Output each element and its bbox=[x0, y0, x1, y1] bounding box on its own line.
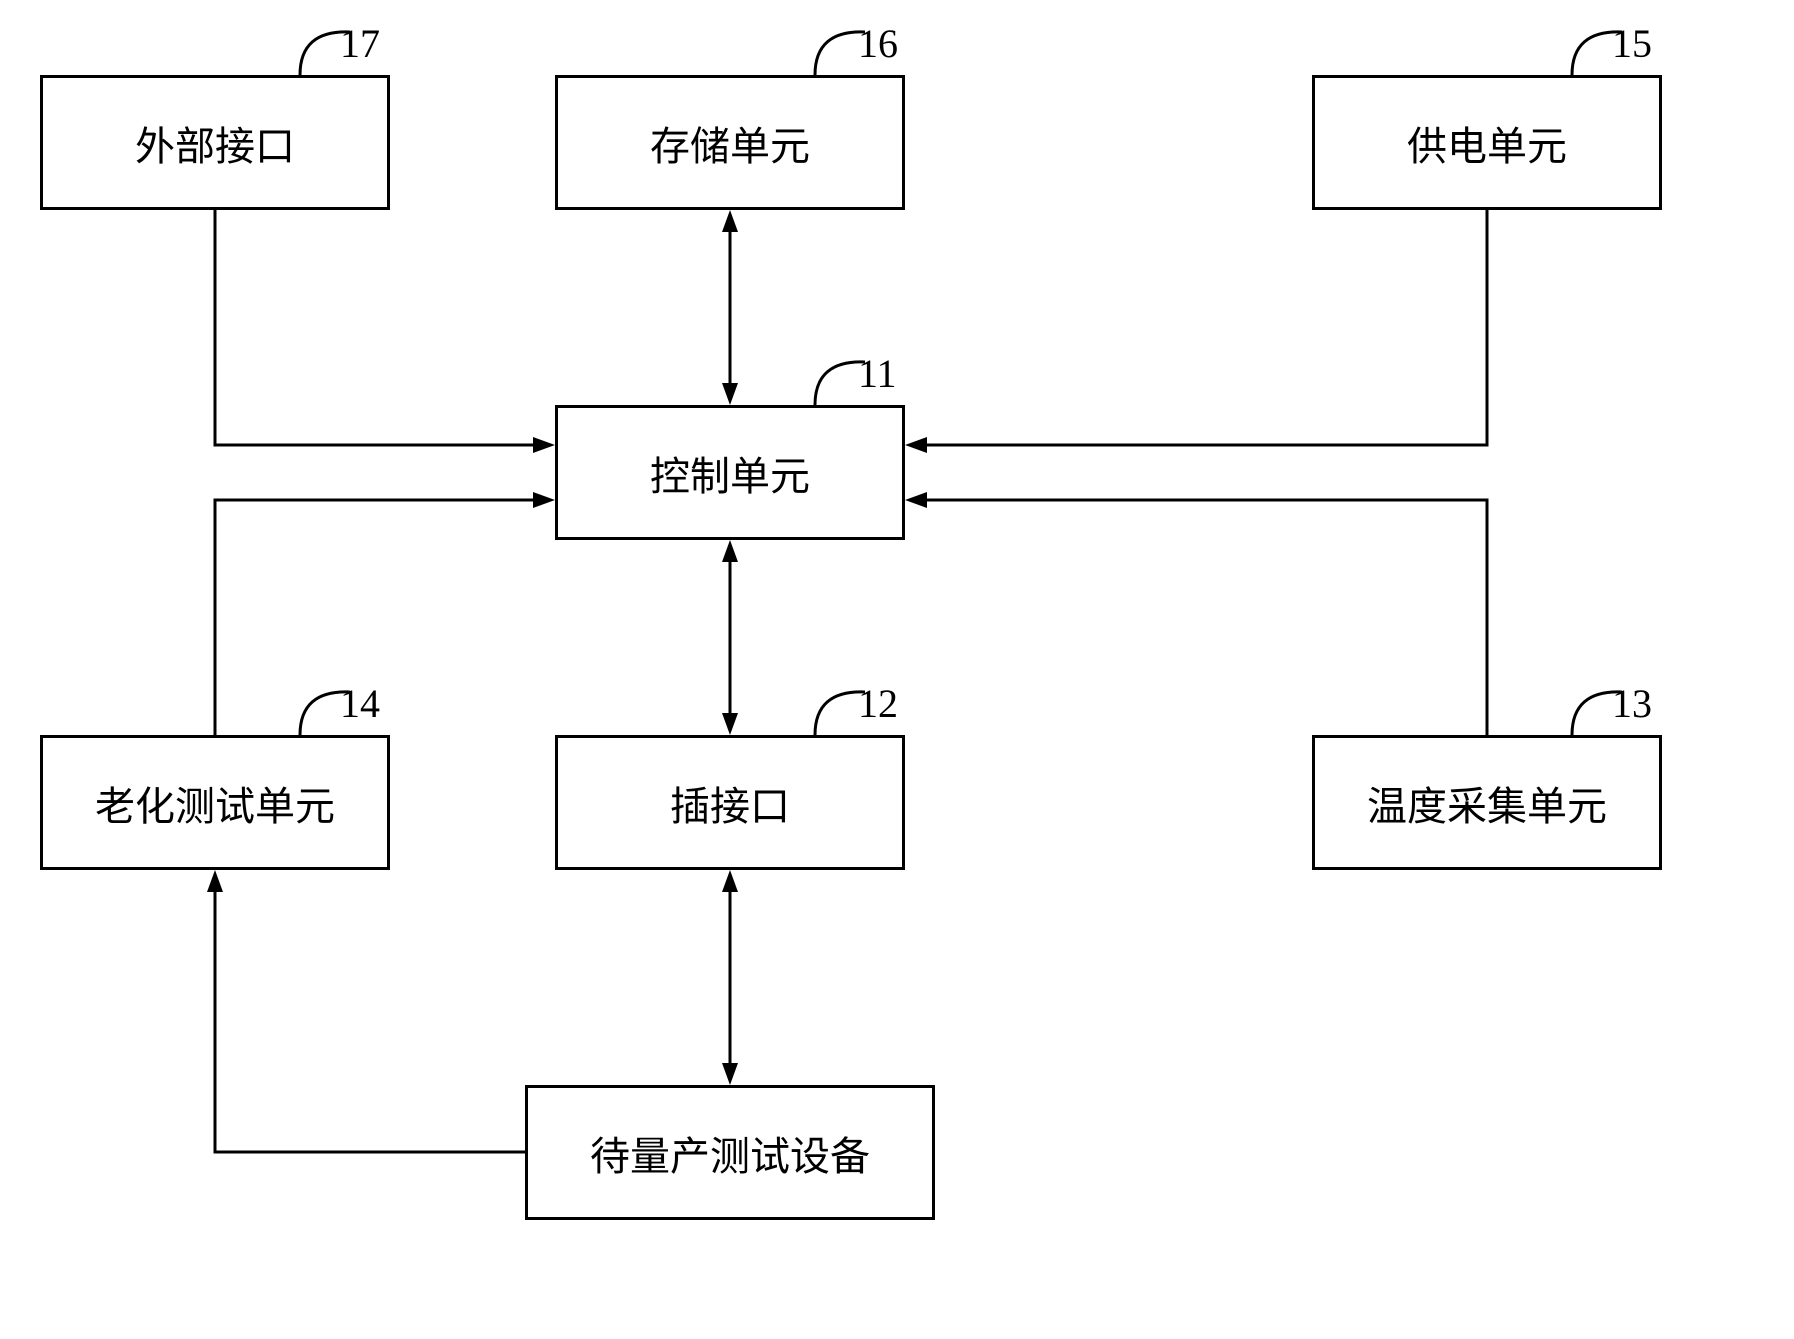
node-n12: 插接口 bbox=[555, 735, 905, 870]
node-n11: 控制单元 bbox=[555, 405, 905, 540]
node-label: 老化测试单元 bbox=[95, 774, 335, 832]
ref-label-r14: 14 bbox=[340, 680, 380, 727]
ref-label-r11: 11 bbox=[858, 350, 897, 397]
node-n15: 供电单元 bbox=[1312, 75, 1662, 210]
ref-label-r17: 17 bbox=[340, 20, 380, 67]
ref-label-r12: 12 bbox=[858, 680, 898, 727]
node-label: 控制单元 bbox=[650, 444, 810, 502]
node-n14: 老化测试单元 bbox=[40, 735, 390, 870]
node-label: 温度采集单元 bbox=[1367, 774, 1607, 832]
node-label: 待量产测试设备 bbox=[590, 1124, 870, 1182]
node-n13: 温度采集单元 bbox=[1312, 735, 1662, 870]
node-label: 插接口 bbox=[670, 774, 790, 832]
ref-label-r16: 16 bbox=[858, 20, 898, 67]
node-label: 供电单元 bbox=[1407, 114, 1567, 172]
node-n16: 存储单元 bbox=[555, 75, 905, 210]
ref-label-r15: 15 bbox=[1612, 20, 1652, 67]
node-label: 存储单元 bbox=[650, 114, 810, 172]
block-diagram: 外部接口 存储单元 供电单元控制单元老化测试单元 插接口 温度采集单元待量产测试设备 17… bbox=[0, 0, 1794, 1339]
node-label: 外部接口 bbox=[135, 114, 295, 172]
node-ndev: 待量产测试设备 bbox=[525, 1085, 935, 1220]
ref-label-r13: 13 bbox=[1612, 680, 1652, 727]
node-n17: 外部接口 bbox=[40, 75, 390, 210]
